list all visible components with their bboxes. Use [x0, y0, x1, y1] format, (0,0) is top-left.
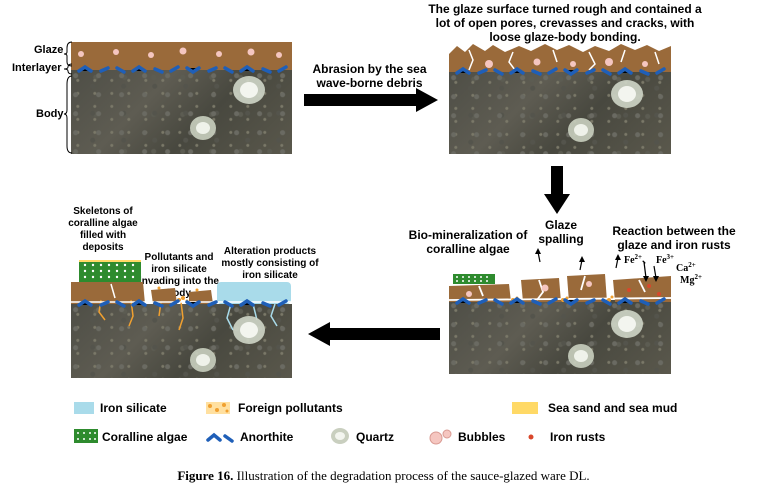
iron-silicate-icon	[217, 282, 291, 304]
bubbles-icon	[466, 281, 592, 297]
reaction-label: Reaction between the glaze and iron rust…	[612, 224, 736, 252]
coralline-algae-swatch	[74, 429, 98, 443]
glaze-layer	[449, 54, 671, 72]
iron-rusts-swatch	[528, 434, 534, 440]
panel-final-state	[71, 260, 292, 378]
panel-1-details	[77, 47, 288, 140]
anorthite-icon	[77, 64, 288, 75]
glaze-label: Glaze	[34, 44, 64, 56]
svg-text:Mg2+: Mg2+	[680, 273, 702, 286]
legend-bubbles: Bubbles	[458, 430, 506, 444]
cracks-icon	[468, 49, 660, 71]
panel-abraded-state	[449, 42, 671, 154]
body-label: Body	[36, 108, 64, 120]
quartz-swatch	[331, 428, 349, 444]
quartz-icon	[190, 316, 265, 372]
legend-anorthite: Anorthite	[240, 430, 294, 444]
skeletons-label: Skeletons of coralline algae filled with…	[68, 206, 138, 253]
caption-text: Illustration of the degradation process …	[233, 468, 590, 483]
bio-mineralization-label: Bio-mineralization of coralline algae	[408, 228, 528, 256]
left-arrow-icon	[308, 322, 440, 346]
panel-2-details	[449, 44, 671, 142]
legend-coralline-algae: Coralline algae	[102, 430, 188, 444]
legend-foreign-pollutants: Foreign pollutants	[238, 401, 343, 415]
ions-label: Fe2+、 Fe3+ Ca2+ Mg2+	[624, 253, 702, 286]
caption-figure-number: Figure 16.	[177, 468, 234, 483]
legend-iron-rusts: Iron rusts	[550, 430, 606, 444]
coralline-algae-icon	[453, 274, 495, 284]
down-arrow-icon	[544, 166, 570, 214]
foreign-pollutants-swatch	[206, 402, 230, 414]
pollutants-invading-label: Pollutants and iron silicate invading in…	[139, 252, 219, 299]
anorthite-icon	[455, 66, 666, 77]
panel-spalling-state	[449, 262, 671, 374]
legend: Iron silicate Foreign pollutants Sea san…	[0, 396, 767, 456]
svg-text:Fe3+: Fe3+	[656, 253, 674, 266]
quartz-icon	[568, 80, 643, 142]
panel-3-details	[449, 274, 671, 368]
sea-sand-swatch	[512, 402, 538, 414]
glaze-layer	[71, 42, 292, 70]
panel-original-state	[71, 42, 292, 154]
rough-glaze-surface	[449, 44, 671, 56]
panel-4-details	[71, 260, 292, 372]
anorthite-swatch	[206, 432, 234, 443]
svg-text:Ca2+: Ca2+	[676, 261, 696, 274]
pointer-arrows	[535, 248, 659, 282]
layer-braces	[63, 41, 73, 154]
legend-sea-sand: Sea sand and sea mud	[548, 401, 678, 415]
rough-surface-label: The glaze surface turned rough and conta…	[428, 2, 702, 44]
quartz-icon	[568, 310, 643, 368]
alteration-label: Alteration products mostly consisting of…	[221, 246, 319, 281]
bubbles-icon	[485, 58, 648, 68]
bubbles-swatch	[429, 429, 452, 445]
svg-text:Fe2+、: Fe2+、	[624, 253, 652, 266]
glaze-spalling-label: Glaze spalling	[538, 218, 584, 246]
figure-caption: Figure 16. Illustration of the degradati…	[0, 468, 767, 484]
anorthite-icon	[455, 296, 666, 307]
iron-silicate-veins	[226, 303, 278, 331]
anorthite-icon	[77, 298, 288, 309]
legend-iron-silicate: Iron silicate	[100, 401, 167, 415]
iron-silicate-swatch	[74, 402, 94, 414]
legend-quartz: Quartz	[356, 430, 395, 444]
interlayer-label: Interlayer	[12, 62, 62, 74]
bubbles-icon	[78, 47, 282, 58]
quartz-icon	[190, 76, 265, 140]
right-arrow-icon	[304, 88, 438, 112]
sea-sand-icon	[79, 260, 141, 262]
abrasion-label: Abrasion by the sea wave-borne debris	[312, 62, 427, 90]
iron-rusts-icon	[627, 284, 661, 296]
